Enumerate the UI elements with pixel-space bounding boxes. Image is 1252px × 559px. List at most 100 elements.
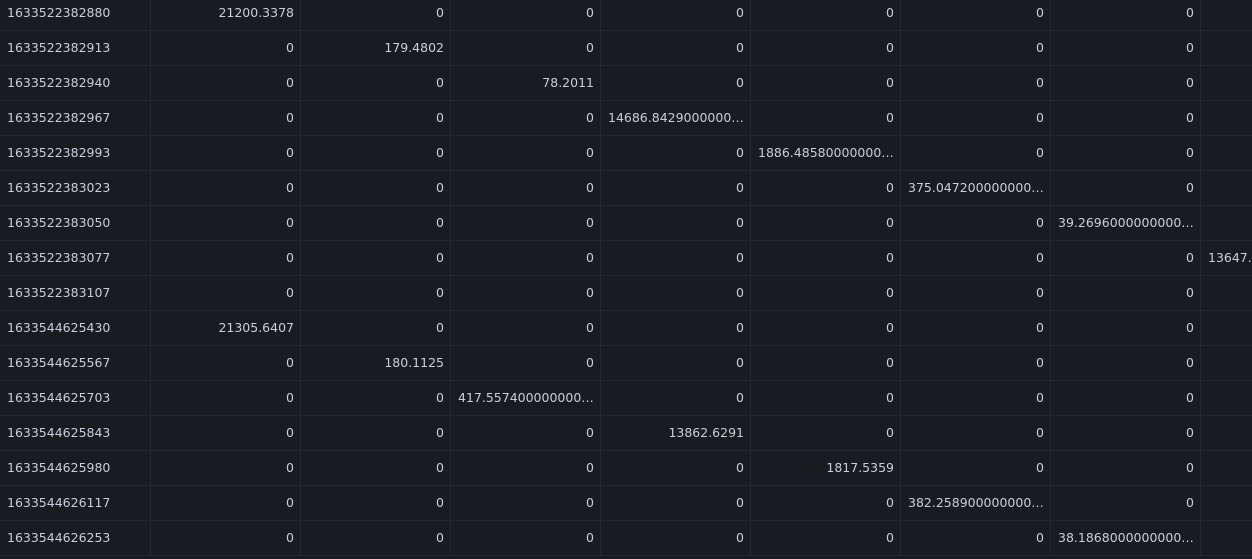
value-cell: 0 bbox=[301, 66, 451, 100]
value-cell: 0 bbox=[301, 241, 451, 275]
value-cell: 0 bbox=[1051, 101, 1201, 135]
timestamp-cell: 1633544625430 bbox=[0, 311, 151, 345]
value-cell: 0 bbox=[1051, 416, 1201, 450]
table-row: 1633522382940 0 0 78.2011 0 0 0 0 bbox=[0, 66, 1252, 101]
value-cell: 0 bbox=[301, 416, 451, 450]
value-cell: 0 bbox=[1051, 276, 1201, 310]
value-cell: 0 bbox=[301, 171, 451, 205]
table-row: 1633522383077 0 0 0 0 0 0 0 13647. bbox=[0, 241, 1252, 276]
value-cell: 0 bbox=[751, 241, 901, 275]
table-row: 1633522382993 0 0 0 0 1886.48580000000… 0 0 bbox=[0, 136, 1252, 171]
value-cell: 0 bbox=[1051, 451, 1201, 485]
value-cell: 0 bbox=[301, 451, 451, 485]
value-cell: 0 bbox=[901, 276, 1051, 310]
value-cell: 0 bbox=[751, 486, 901, 520]
value-cell: 0 bbox=[151, 206, 301, 240]
value-cell: 0 bbox=[151, 346, 301, 380]
timestamp-cell: 1633522382913 bbox=[0, 31, 151, 65]
value-cell: 0 bbox=[451, 241, 601, 275]
timestamp-cell: 1633544626253 bbox=[0, 521, 151, 555]
value-cell: 0 bbox=[301, 276, 451, 310]
value-cell: 0 bbox=[1051, 381, 1201, 415]
value-cell: 0 bbox=[601, 66, 751, 100]
empty-cell bbox=[1201, 0, 1252, 30]
table-row: 1633544625567 0 180.1125 0 0 0 0 0 bbox=[0, 346, 1252, 381]
value-cell: 78.2011 bbox=[451, 66, 601, 100]
value-cell: 0 bbox=[451, 451, 601, 485]
value-cell: 0 bbox=[1051, 171, 1201, 205]
value-cell: 180.1125 bbox=[301, 346, 451, 380]
value-cell: 0 bbox=[451, 31, 601, 65]
value-cell: 0 bbox=[451, 346, 601, 380]
value-cell: 0 bbox=[151, 31, 301, 65]
value-cell: 0 bbox=[901, 136, 1051, 170]
empty-cell bbox=[1201, 381, 1252, 415]
value-cell: 0 bbox=[451, 0, 601, 30]
value-cell: 21200.3378 bbox=[151, 0, 301, 30]
value-cell: 0 bbox=[1051, 31, 1201, 65]
table-row: 1633544625430 21305.6407 0 0 0 0 0 0 bbox=[0, 311, 1252, 346]
value-cell: 39.2696000000000… bbox=[1051, 206, 1201, 240]
value-cell: 0 bbox=[751, 31, 901, 65]
value-cell: 0 bbox=[901, 416, 1051, 450]
table-row: 1633544625843 0 0 0 13862.6291 0 0 0 bbox=[0, 416, 1252, 451]
value-cell: 0 bbox=[151, 66, 301, 100]
value-cell: 0 bbox=[601, 206, 751, 240]
value-cell: 0 bbox=[151, 101, 301, 135]
timestamp-cell: 1633522383107 bbox=[0, 276, 151, 310]
table-row: 1633544625703 0 0 417.557400000000… 0 0 0 0 bbox=[0, 381, 1252, 416]
table-row: 1633522382967 0 0 0 14686.8429000000… 0 0 0 bbox=[0, 101, 1252, 136]
empty-cell bbox=[1201, 136, 1252, 170]
value-cell: 375.047200000000… bbox=[901, 171, 1051, 205]
value-cell: 0 bbox=[751, 381, 901, 415]
value-cell: 0 bbox=[1051, 346, 1201, 380]
value-cell: 0 bbox=[901, 346, 1051, 380]
value-cell: 0 bbox=[301, 101, 451, 135]
timestamp-cell: 1633544625567 bbox=[0, 346, 151, 380]
value-cell: 0 bbox=[1051, 66, 1201, 100]
value-cell: 0 bbox=[1051, 0, 1201, 30]
value-cell: 0 bbox=[751, 416, 901, 450]
value-cell: 0 bbox=[601, 521, 751, 555]
value-cell: 38.1868000000000… bbox=[1051, 521, 1201, 555]
timestamp-cell: 1633522382993 bbox=[0, 136, 151, 170]
value-cell: 0 bbox=[301, 521, 451, 555]
empty-cell bbox=[1201, 486, 1252, 520]
value-cell: 0 bbox=[901, 241, 1051, 275]
value-cell: 0 bbox=[751, 521, 901, 555]
value-cell: 13647. bbox=[1201, 241, 1252, 275]
value-cell: 179.4802 bbox=[301, 31, 451, 65]
value-cell: 0 bbox=[751, 311, 901, 345]
timestamp-cell: 1633522383077 bbox=[0, 241, 151, 275]
value-cell: 13862.6291 bbox=[601, 416, 751, 450]
value-cell: 0 bbox=[451, 101, 601, 135]
value-cell: 0 bbox=[901, 521, 1051, 555]
value-cell: 14686.8429000000… bbox=[601, 101, 751, 135]
timestamp-cell: 1633544625703 bbox=[0, 381, 151, 415]
value-cell: 0 bbox=[151, 241, 301, 275]
value-cell: 0 bbox=[601, 241, 751, 275]
value-cell: 0 bbox=[901, 206, 1051, 240]
empty-cell bbox=[1201, 276, 1252, 310]
timestamp-cell: 1633522383023 bbox=[0, 171, 151, 205]
value-cell: 0 bbox=[901, 66, 1051, 100]
value-cell: 0 bbox=[751, 0, 901, 30]
value-cell: 0 bbox=[901, 0, 1051, 30]
value-cell: 0 bbox=[751, 276, 901, 310]
value-cell: 0 bbox=[601, 31, 751, 65]
empty-cell bbox=[1201, 206, 1252, 240]
empty-cell bbox=[1201, 346, 1252, 380]
value-cell: 0 bbox=[901, 31, 1051, 65]
value-cell: 0 bbox=[901, 311, 1051, 345]
value-cell: 0 bbox=[301, 381, 451, 415]
table-row: 1633544626117 0 0 0 0 0 382.258900000000… 0 bbox=[0, 486, 1252, 521]
value-cell: 0 bbox=[1051, 311, 1201, 345]
value-cell: 0 bbox=[451, 171, 601, 205]
value-cell: 0 bbox=[751, 206, 901, 240]
value-cell: 0 bbox=[601, 486, 751, 520]
value-cell: 0 bbox=[151, 276, 301, 310]
table-row: 1633522382913 0 179.4802 0 0 0 0 0 bbox=[0, 31, 1252, 66]
table-row: 1633544626253 0 0 0 0 0 0 38.1868000000000… bbox=[0, 521, 1252, 556]
value-cell: 21305.6407 bbox=[151, 311, 301, 345]
value-cell: 1817.5359 bbox=[751, 451, 901, 485]
